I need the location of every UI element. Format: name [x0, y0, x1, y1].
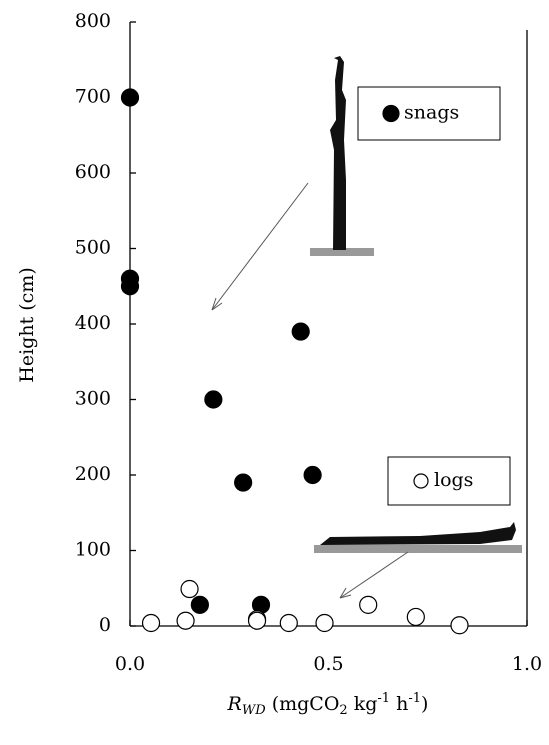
legend-marker [382, 104, 400, 123]
point [450, 616, 469, 635]
y-tick-label: 200 [75, 463, 111, 485]
x-axis-title-part: ) [421, 693, 428, 715]
point [247, 611, 267, 630]
point [315, 613, 334, 633]
x-axis-title-part: -1 [408, 691, 421, 706]
point [303, 465, 322, 485]
legend-label: logs [434, 469, 473, 491]
x-axis-title-part: -1 [377, 691, 390, 706]
x-axis-title-part: R [227, 693, 242, 715]
point [120, 88, 140, 107]
y-tick-label: 400 [75, 312, 111, 334]
y-tick-label: 100 [75, 539, 111, 561]
x-axis-title-part: kg [348, 693, 378, 715]
log-illustration [314, 522, 522, 599]
legend-box [387, 456, 511, 506]
x-axis-title-part: h [390, 693, 408, 715]
y-axis-title: Height (cm) [16, 267, 38, 382]
point [406, 607, 425, 627]
x-axis-title-part: (mgCO [266, 693, 340, 715]
point [176, 611, 195, 630]
y-tick-label: 800 [75, 10, 111, 32]
point [141, 613, 161, 633]
snag-illustration [211, 56, 374, 311]
x-axis-title: RWD (mgCO2 kg-1 h-1) [227, 691, 429, 718]
point [279, 613, 298, 633]
point [359, 595, 378, 614]
x-tick-label: 0.5 [313, 653, 343, 675]
y-tick-label: 300 [75, 388, 111, 410]
legend-label: snags [404, 102, 459, 124]
y-tick-label: 600 [75, 161, 111, 183]
x-tick-label: 0.0 [115, 653, 145, 675]
point [190, 595, 209, 614]
point [120, 277, 140, 296]
point [291, 322, 310, 341]
legend-marker [413, 473, 429, 489]
y-tick-label: 700 [75, 86, 111, 108]
y-tick-label: 500 [75, 237, 111, 259]
point [204, 390, 223, 409]
x-axis-title-part: 2 [339, 703, 347, 718]
y-tick-label: 0 [99, 614, 111, 636]
x-axis-title-part: WD [242, 703, 266, 718]
point [234, 473, 253, 492]
point [180, 579, 199, 599]
x-tick-label: 1.0 [512, 653, 542, 675]
legend-box [357, 86, 501, 141]
